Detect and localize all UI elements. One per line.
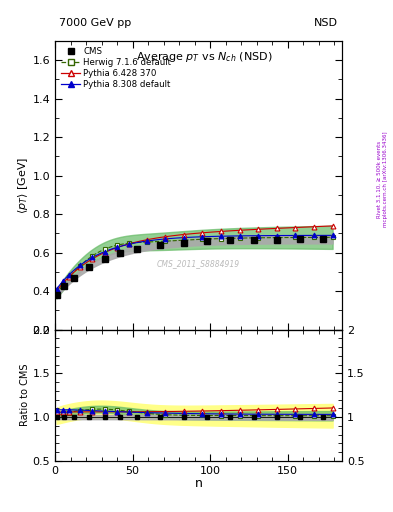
Legend: CMS, Herwig 7.1.6 default, Pythia 6.428 370, Pythia 8.308 default: CMS, Herwig 7.1.6 default, Pythia 6.428 … — [59, 45, 173, 91]
Y-axis label: Ratio to CMS: Ratio to CMS — [20, 364, 29, 426]
Text: 7000 GeV pp: 7000 GeV pp — [59, 18, 131, 28]
Text: mcplots.cern.ch [arXiv:1306.3436]: mcplots.cern.ch [arXiv:1306.3436] — [383, 132, 387, 227]
X-axis label: n: n — [195, 477, 202, 490]
Text: Rivet 3.1.10, ≥ 500k events: Rivet 3.1.10, ≥ 500k events — [377, 141, 382, 218]
Text: NSD: NSD — [314, 18, 338, 28]
Text: Average $p_T$ vs $N_{ch}$ (NSD): Average $p_T$ vs $N_{ch}$ (NSD) — [136, 50, 272, 63]
Text: CMS_2011_S8884919: CMS_2011_S8884919 — [157, 259, 240, 268]
Y-axis label: $\langle p_T \rangle$ [GeV]: $\langle p_T \rangle$ [GeV] — [16, 157, 29, 214]
